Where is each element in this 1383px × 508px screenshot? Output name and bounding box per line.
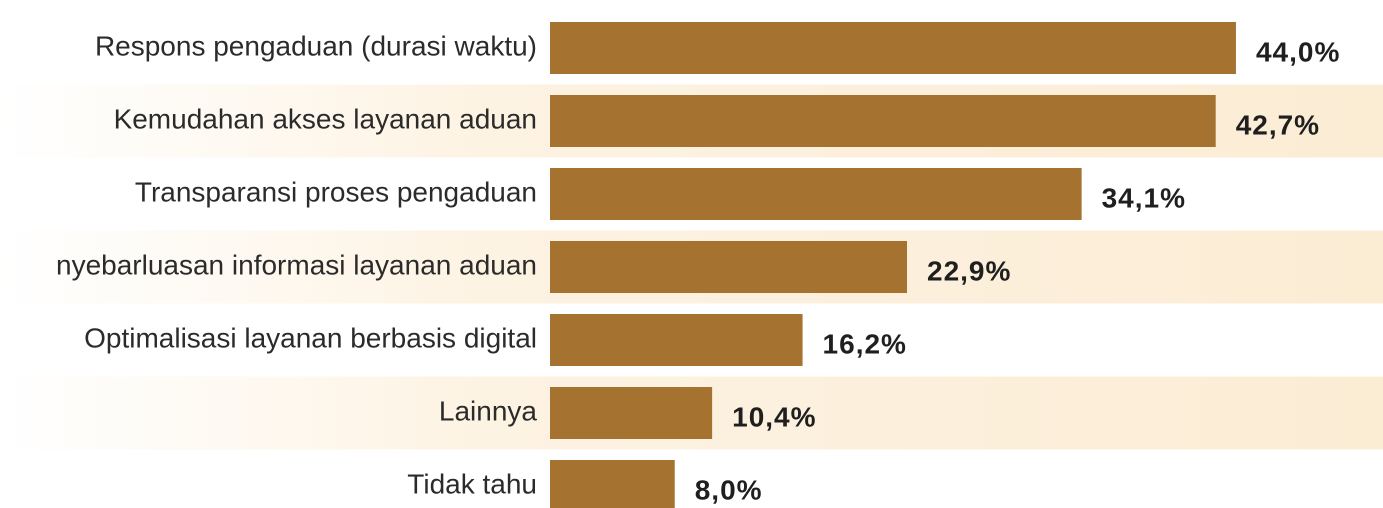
bar xyxy=(550,460,675,508)
value-label: 10,4% xyxy=(732,401,816,432)
category-label: Respons pengaduan (durasi waktu) xyxy=(95,30,537,61)
bar xyxy=(550,22,1236,74)
category-label: Lainnya xyxy=(439,395,538,426)
value-label: 44,0% xyxy=(1256,36,1340,67)
value-label: 8,0% xyxy=(695,474,763,505)
value-label: 34,1% xyxy=(1102,182,1186,213)
category-label: Tidak tahu xyxy=(407,468,537,499)
value-label: 16,2% xyxy=(823,328,907,359)
plot: Respons pengaduan (durasi waktu) 44,0% Kem… xyxy=(56,22,1340,508)
category-label: nyebarluasan informasi layanan aduan xyxy=(56,249,537,280)
category-label: Transparansi proses pengaduan xyxy=(135,176,537,207)
value-label: 42,7% xyxy=(1236,109,1320,140)
bar xyxy=(550,168,1082,220)
category-label: Optimalisasi layanan berbasis digital xyxy=(84,322,537,353)
bar xyxy=(550,314,803,366)
bar xyxy=(550,387,713,439)
value-label: 22,9% xyxy=(927,255,1011,286)
bar xyxy=(550,241,908,293)
category-label: Kemudahan akses layanan aduan xyxy=(114,103,537,134)
bar xyxy=(550,95,1216,147)
